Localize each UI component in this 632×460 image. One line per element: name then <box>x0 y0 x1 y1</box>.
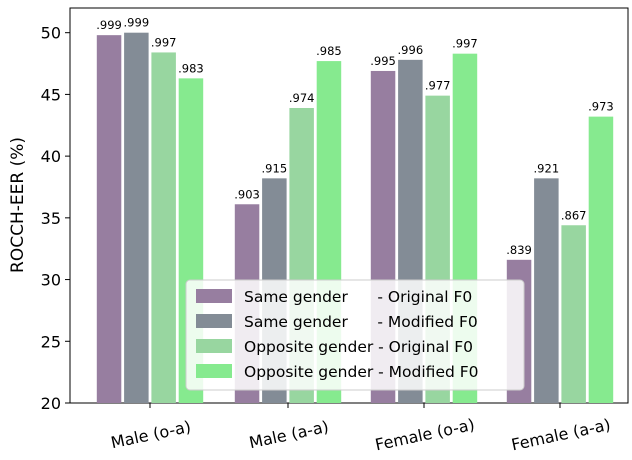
data-label: .997 <box>151 35 177 49</box>
bar <box>561 225 586 403</box>
data-label: .977 <box>425 79 451 93</box>
bar <box>96 35 122 403</box>
legend-swatch <box>196 314 232 328</box>
legend-swatch <box>196 339 232 353</box>
bar <box>124 32 149 403</box>
y-tick-label: 20 <box>41 394 61 413</box>
data-label: .839 <box>506 243 532 257</box>
y-tick-label: 40 <box>41 147 61 166</box>
legend-swatch <box>196 289 232 303</box>
data-label: .983 <box>178 61 204 75</box>
data-label: .997 <box>452 37 478 51</box>
data-label: .985 <box>316 44 342 58</box>
bar <box>534 178 559 403</box>
data-label: .973 <box>588 100 614 114</box>
y-tick-label: 30 <box>41 271 61 290</box>
data-label: .867 <box>561 208 587 222</box>
legend-box <box>185 279 525 391</box>
plot-frame <box>69 7 629 404</box>
x-tick-label: Female (o-a) <box>373 415 476 455</box>
y-tick-label: 50 <box>41 24 61 43</box>
legend-label: Opposite gender - Modified F0 <box>244 363 479 381</box>
y-tick-label: 45 <box>41 85 61 104</box>
data-label: .999 <box>96 18 122 32</box>
x-tick-label: Male (a-a) <box>247 417 330 452</box>
legend: Same gender - Original F0 Same gender - M… <box>185 279 525 391</box>
data-label: .921 <box>534 161 560 175</box>
x-tick-label: Male (o-a) <box>109 417 192 452</box>
data-label: .999 <box>124 16 150 30</box>
legend-label: Opposite gender - Original F0 <box>244 338 473 356</box>
bar <box>588 116 614 403</box>
x-tick-label: Female (a-a) <box>510 415 613 455</box>
data-label: .974 <box>289 91 315 105</box>
data-label: .915 <box>262 161 288 175</box>
bar <box>151 52 176 403</box>
legend-swatch <box>196 364 232 378</box>
data-label: .995 <box>370 54 396 68</box>
data-label: .996 <box>398 43 424 57</box>
y-tick-label: 35 <box>41 209 61 228</box>
legend-label: Same gender - Original F0 <box>244 288 472 306</box>
y-tick-label: 25 <box>41 332 61 351</box>
data-label: .903 <box>234 187 260 201</box>
legend-label: Same gender - Modified F0 <box>244 313 478 331</box>
y-axis-label: ROCCH-EER (%) <box>8 137 28 273</box>
